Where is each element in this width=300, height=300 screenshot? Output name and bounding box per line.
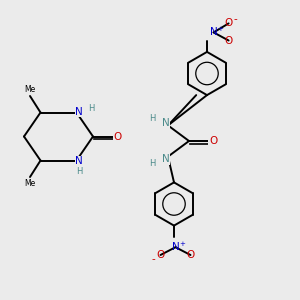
Text: O: O bbox=[156, 250, 165, 260]
Text: -: - bbox=[151, 254, 155, 264]
Text: O: O bbox=[186, 250, 195, 260]
Text: -: - bbox=[234, 14, 237, 25]
Text: H: H bbox=[88, 104, 94, 113]
Text: O: O bbox=[114, 131, 122, 142]
Text: N: N bbox=[162, 154, 170, 164]
Text: N: N bbox=[75, 107, 83, 117]
Text: N: N bbox=[172, 242, 179, 252]
Text: O: O bbox=[209, 136, 217, 146]
Text: Me: Me bbox=[24, 85, 36, 94]
Text: N: N bbox=[75, 156, 83, 166]
Text: H: H bbox=[149, 114, 156, 123]
Text: O: O bbox=[224, 18, 233, 28]
Text: H: H bbox=[76, 167, 83, 176]
Text: Me: Me bbox=[24, 179, 36, 188]
Text: N: N bbox=[162, 118, 170, 128]
Text: +: + bbox=[179, 241, 185, 247]
Text: +: + bbox=[218, 26, 224, 32]
Text: N: N bbox=[210, 27, 218, 38]
Text: H: H bbox=[149, 159, 156, 168]
Text: O: O bbox=[224, 35, 233, 46]
